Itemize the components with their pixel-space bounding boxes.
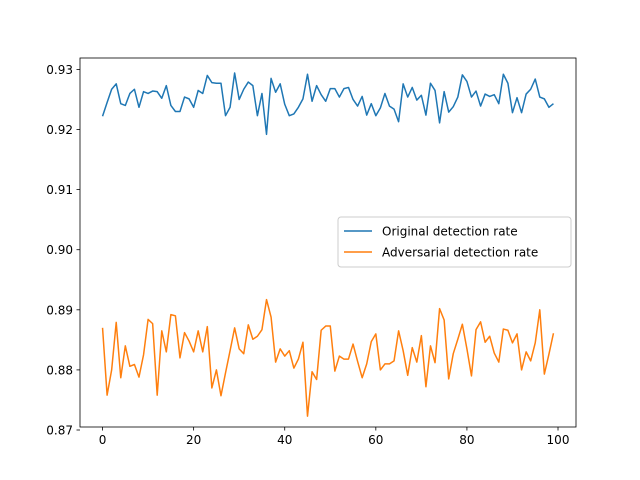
x-tick-label: 40 <box>277 433 292 447</box>
x-tick-label: 80 <box>459 433 474 447</box>
y-tick-label: 0.88 <box>46 363 73 377</box>
plot-area <box>101 72 555 417</box>
series-line-1 <box>101 298 555 417</box>
axes-frame <box>79 57 577 428</box>
legend-label-1: Adversarial detection rate <box>382 246 538 260</box>
legend-label-0: Original detection rate <box>382 225 518 239</box>
axes: 0 20 40 60 80 100 0.87 0.88 0.89 0.90 0.91 0.92 0.93 <box>46 57 577 447</box>
x-tick-label: 100 <box>547 433 570 447</box>
legend-box <box>337 216 572 268</box>
series-line-0 <box>101 72 554 136</box>
y-tick-label: 0.89 <box>46 303 73 317</box>
y-tick-label: 0.90 <box>46 243 73 257</box>
y-tick-label: 0.93 <box>46 63 73 77</box>
y-tick-label: 0.92 <box>46 123 73 137</box>
y-tick-label: 0.91 <box>46 183 73 197</box>
y-tick-label: 0.87 <box>46 424 73 438</box>
x-tick-label: 60 <box>368 433 383 447</box>
x-tick-label: 20 <box>186 433 201 447</box>
x-tick-label: 0 <box>99 433 107 447</box>
legend: Original detection rate Adversarial detec… <box>337 216 572 268</box>
